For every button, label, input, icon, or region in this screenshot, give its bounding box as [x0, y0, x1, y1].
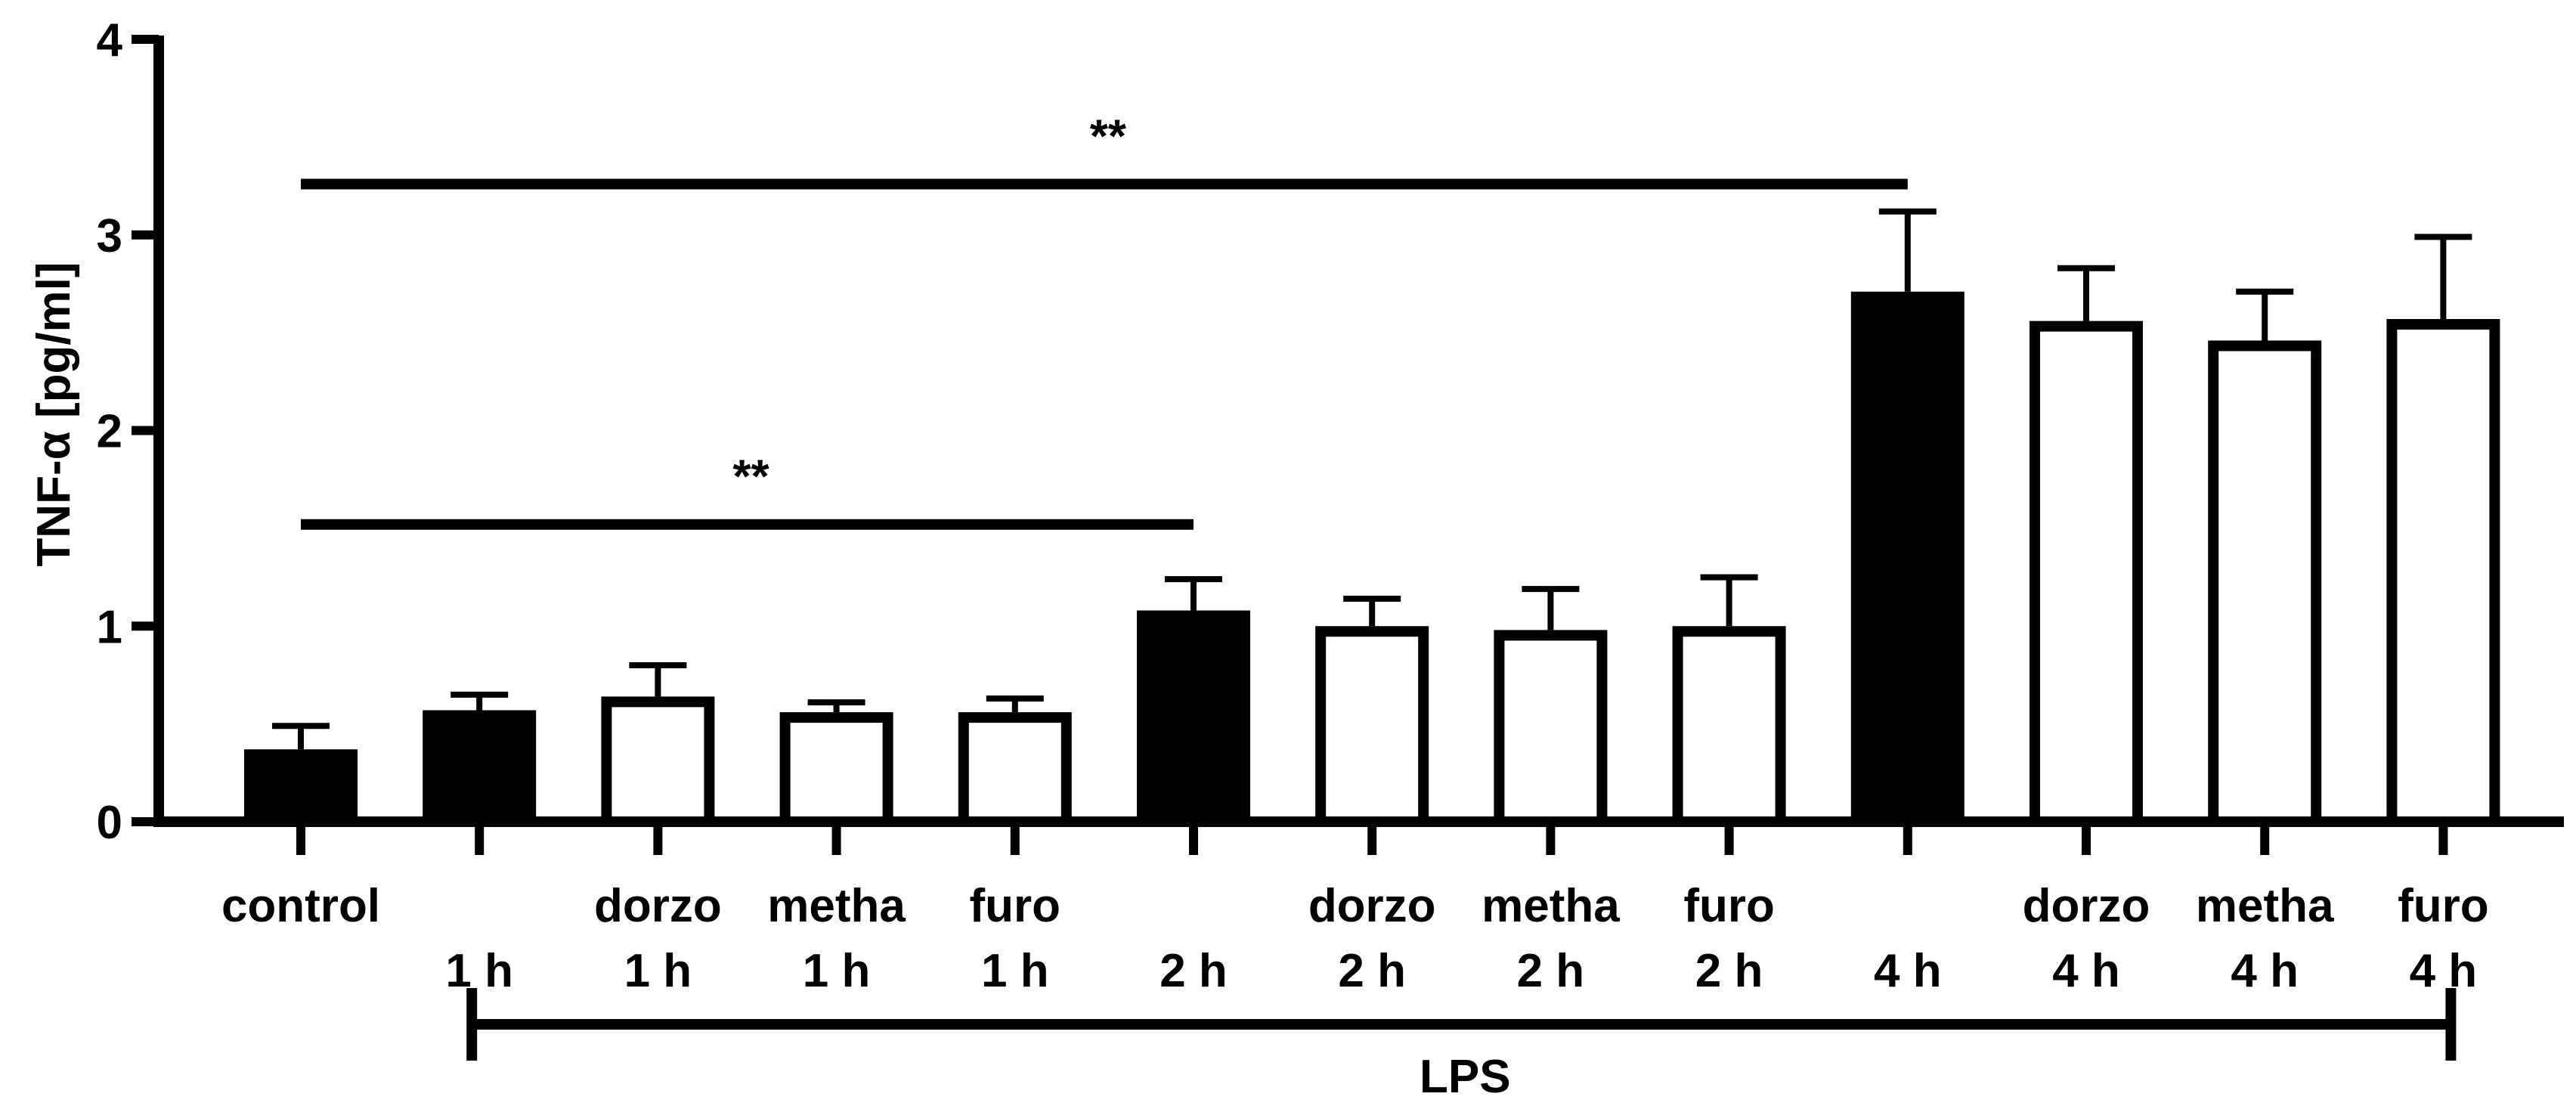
- significance-label: **: [732, 451, 769, 503]
- x-tick-label: dorzo: [2023, 880, 2150, 932]
- y-tick-label: 3: [97, 210, 122, 262]
- y-axis-label: TNF-α [pg/ml]: [28, 262, 80, 566]
- lps-bracket-label: LPS: [1420, 1051, 1511, 1103]
- bar: [958, 712, 1072, 827]
- bar: [1137, 610, 1250, 827]
- x-tick-label-time: 4 h: [2231, 945, 2299, 997]
- bar: [1494, 630, 1608, 827]
- x-tick-label: dorzo: [1308, 880, 1436, 932]
- bar: [244, 749, 358, 828]
- x-tick-label: furo: [1683, 880, 1775, 932]
- bar: [423, 710, 537, 828]
- x-tick-label: furo: [2398, 880, 2489, 932]
- x-tick-label: metha: [2196, 880, 2334, 932]
- x-tick-label-time: 2 h: [1517, 945, 1585, 997]
- x-tick-label-time: 4 h: [2410, 945, 2478, 997]
- y-tick-label: 1: [97, 601, 122, 653]
- x-tick-label-time: 1 h: [981, 945, 1049, 997]
- x-tick-label-time: 1 h: [803, 945, 871, 997]
- significance-label: **: [1090, 110, 1127, 163]
- x-tick-label: dorzo: [594, 880, 722, 932]
- y-tick-label: 2: [97, 406, 122, 458]
- bar: [1315, 626, 1429, 827]
- bar: [1672, 626, 1786, 827]
- x-tick-label-time: 1 h: [624, 945, 692, 997]
- x-tick-label-time: 2 h: [1160, 945, 1228, 997]
- x-tick-label-time: 4 h: [2052, 945, 2120, 997]
- y-tick-label: 0: [97, 797, 122, 849]
- x-tick-label: furo: [970, 880, 1061, 932]
- x-tick-label-time: 2 h: [1695, 945, 1763, 997]
- bar: [779, 712, 893, 827]
- x-tick-label: control: [221, 880, 380, 932]
- bar: [1850, 291, 1965, 828]
- bar: [2386, 319, 2500, 827]
- x-tick-label: metha: [767, 880, 906, 932]
- plot-area: 0 1 2 3 4 control 1 h dorzo 1 h metha 1 h furo 1 h 2 …: [97, 14, 2564, 1103]
- x-tick-label-time: 4 h: [1874, 945, 1942, 997]
- y-tick-label: 4: [97, 14, 123, 67]
- bar: [2030, 321, 2143, 828]
- x-tick-label-time: 2 h: [1338, 945, 1406, 997]
- bar: [2208, 340, 2322, 828]
- x-tick-label-time: 1 h: [445, 945, 513, 997]
- bar: [601, 696, 715, 828]
- x-tick-label: metha: [1482, 880, 1620, 932]
